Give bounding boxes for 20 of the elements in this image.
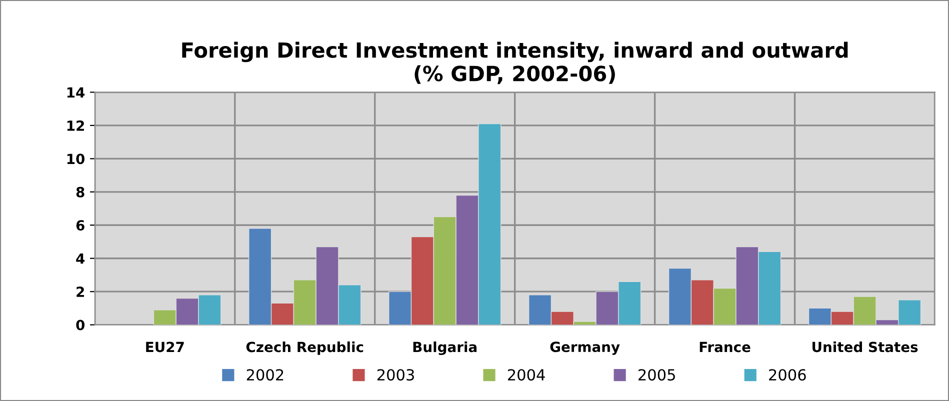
y-tick-label: 0: [76, 320, 85, 330]
x-tick-label: EU27: [146, 342, 184, 352]
x-tick-label: Czech Republic: [246, 341, 364, 355]
y-tick-label: 14: [67, 87, 85, 98]
legend-label: 2004: [508, 369, 545, 381]
y-tick-label: 8: [76, 186, 84, 198]
legend-label: 2002: [246, 369, 284, 381]
x-tick-label: Bulgaria: [413, 341, 477, 356]
y-tick-label: 2: [76, 286, 84, 297]
chart-title: Foreign Direct Investment intensity, inward and outward (% GDP, 2002-06): [182, 42, 848, 84]
y-tick-label: 12: [67, 120, 84, 131]
y-tick-label: 4: [76, 254, 85, 264]
x-tick-label: United States: [812, 341, 918, 352]
legend-label: 2005: [638, 369, 675, 381]
legend-label: 2006: [769, 369, 806, 381]
legend-label: 2003: [377, 369, 414, 381]
x-tick-label: Germany: [550, 342, 620, 355]
y-tick-label: 6: [76, 220, 84, 231]
x-tick-label: France: [700, 342, 750, 352]
y-tick-label: 10: [67, 154, 85, 164]
